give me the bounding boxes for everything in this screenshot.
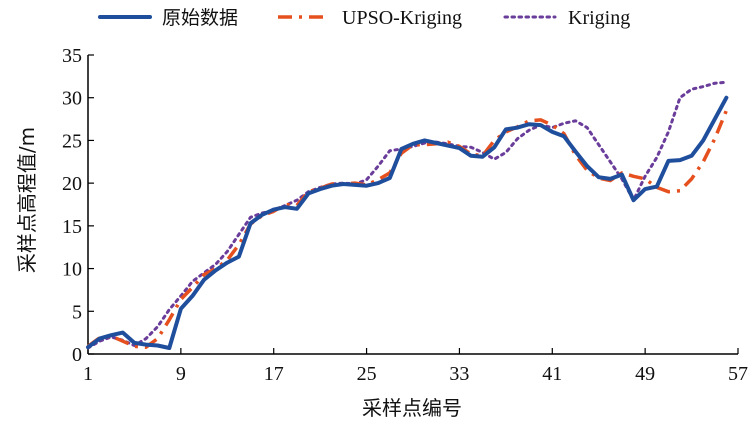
legend-label-0: 原始数据 — [162, 7, 238, 29]
y-tick-label: 0 — [72, 344, 82, 366]
y-tick-label: 20 — [62, 173, 82, 195]
series-line-2 — [86, 80, 728, 350]
y-tick-label: 25 — [62, 130, 82, 152]
legend-label-2: Kriging — [568, 7, 630, 29]
series-line-0 — [86, 95, 729, 350]
x-tick-label: 25 — [357, 363, 377, 385]
x-tick-label: 1 — [83, 363, 93, 385]
series-layer — [86, 80, 729, 350]
x-axis-title: 采样点编号 — [362, 396, 462, 420]
x-tick-label: 33 — [449, 363, 469, 385]
y-axis-title: 采样点高程值/m — [15, 127, 39, 273]
axes: 1 9 17 25 33 41 49 57 0 5 10 15 20 25 30 35 — [62, 45, 748, 385]
x-tick-label: 17 — [264, 363, 284, 385]
y-tick-label: 10 — [62, 259, 82, 281]
y-tick-label: 35 — [62, 45, 82, 67]
x-tick-label: 9 — [176, 363, 186, 385]
x-tick-label: 41 — [542, 363, 562, 385]
x-tick-label: 57 — [728, 363, 748, 385]
x-tick-label: 49 — [635, 363, 655, 385]
y-tick-label: 15 — [62, 216, 82, 238]
legend: 原始数据 UPSO-Kriging Kriging — [98, 7, 630, 29]
y-tick-label: 5 — [72, 301, 82, 323]
legend-label-1: UPSO-Kriging — [342, 7, 462, 29]
y-tick-label: 30 — [62, 88, 82, 110]
